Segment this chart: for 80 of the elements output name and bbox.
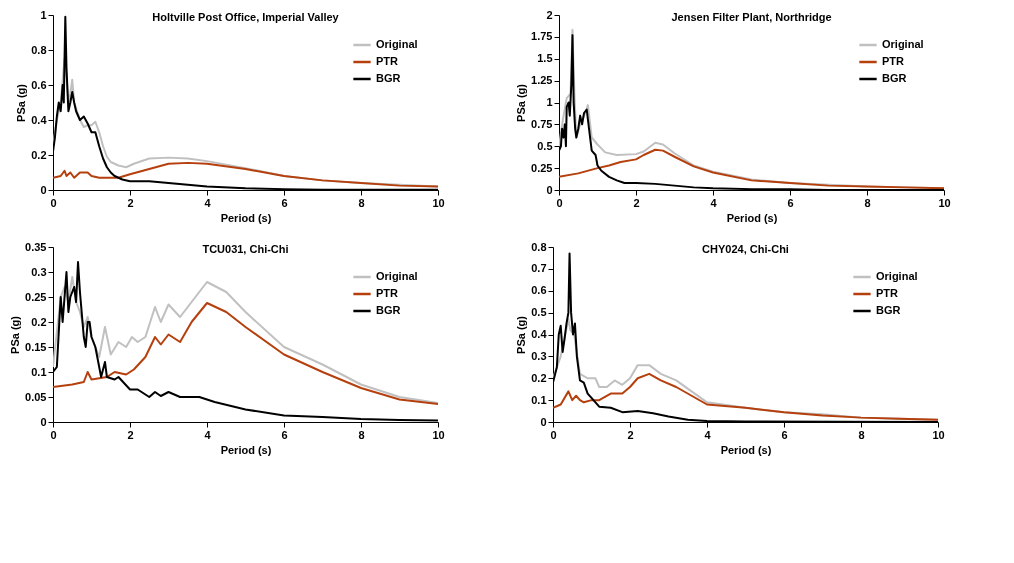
y-tick-label: 0.1	[531, 393, 547, 406]
x-tick-label: 4	[204, 428, 212, 441]
legend-label: PTR	[376, 55, 399, 67]
y-tick-label: 0	[546, 183, 553, 196]
y-tick-label: 0.25	[25, 290, 47, 303]
x-tick-label: 10	[938, 196, 951, 209]
x-tick-label: 8	[864, 196, 871, 209]
y-tick-label: 1.25	[531, 74, 553, 87]
y-tick-label: 1	[546, 96, 553, 108]
x-tick-label: 6	[281, 428, 288, 441]
x-tick-label: 2	[127, 428, 134, 441]
y-tick-label: 0.25	[531, 161, 553, 174]
x-tick-label: 6	[781, 428, 788, 441]
legend-label: PTR	[376, 287, 399, 299]
x-tick-label: 4	[710, 196, 718, 209]
y-axis-title: PSa (g)	[515, 83, 528, 122]
y-tick-label: 0	[40, 415, 47, 428]
y-tick-label: 0.15	[25, 340, 47, 353]
x-tick-label: 10	[432, 428, 445, 441]
x-tick-label: 4	[204, 196, 212, 209]
y-axis-title: PSa (g)	[15, 83, 28, 122]
y-tick-label: 0.3	[531, 349, 547, 362]
x-tick-label: 8	[858, 428, 865, 441]
x-tick-label: 6	[787, 196, 794, 209]
chart-title: CHY024, Chi-Chi	[702, 243, 789, 255]
y-tick-label: 0.1	[31, 365, 47, 378]
x-tick-label: 2	[627, 428, 634, 441]
y-tick-label: 0.2	[31, 148, 47, 161]
y-tick-label: 1.75	[531, 30, 553, 43]
y-tick-label: 0	[540, 415, 547, 428]
legend-label: Original	[376, 270, 418, 282]
y-tick-label: 0.8	[31, 43, 47, 56]
y-tick-label: 0.2	[31, 315, 47, 328]
y-tick-label: 0.05	[25, 390, 47, 403]
y-tick-label: 0.7	[531, 262, 547, 275]
legend-label: BGR	[876, 304, 901, 316]
x-tick-label: 10	[432, 196, 445, 209]
y-tick-label: 0.8	[531, 240, 547, 253]
legend-label: BGR	[882, 72, 907, 84]
legend-label: Original	[882, 38, 924, 50]
x-tick-label: 10	[932, 428, 945, 441]
y-tick-label: 0.5	[537, 139, 553, 152]
legend-label: BGR	[376, 304, 401, 316]
legend-label: Original	[376, 38, 418, 50]
y-tick-label: 0.5	[531, 306, 547, 319]
x-tick-label: 2	[633, 196, 640, 209]
x-tick-label: 8	[358, 196, 365, 209]
chart-title: Jensen Filter Plant, Northridge	[671, 11, 832, 23]
x-tick-label: 2	[127, 196, 134, 209]
y-tick-label: 0.3	[31, 265, 47, 278]
x-tick-label: 8	[358, 428, 365, 441]
y-tick-label: 0.2	[531, 371, 547, 384]
y-tick-label: 1	[40, 8, 47, 21]
chart-title: TCU031, Chi-Chi	[202, 243, 289, 255]
y-tick-label: 0.4	[531, 328, 548, 340]
x-tick-label: 0	[556, 196, 563, 209]
y-tick-label: 2	[546, 8, 553, 21]
x-axis-title: Period (s)	[726, 211, 778, 224]
legend-label: BGR	[376, 72, 401, 84]
x-axis-title: Period (s)	[220, 211, 272, 224]
line-series	[53, 302, 438, 405]
legend-label: Original	[876, 270, 918, 282]
y-tick-label: 0.35	[25, 240, 47, 253]
x-axis-title: Period (s)	[220, 443, 272, 456]
chart-title: Holtville Post Office, Imperial Valley	[152, 11, 340, 23]
y-tick-label: 0	[40, 183, 47, 196]
x-tick-label: 0	[50, 196, 57, 209]
y-axis-title: PSa (g)	[515, 315, 528, 354]
y-tick-label: 0.75	[531, 117, 553, 130]
y-tick-label: 1.5	[537, 52, 553, 65]
x-tick-label: 0	[50, 428, 57, 441]
y-tick-label: 0.6	[531, 284, 547, 297]
legend-label: PTR	[882, 55, 905, 67]
y-tick-label: 0.4	[31, 113, 48, 126]
x-axis-title: Period (s)	[720, 443, 772, 456]
x-tick-label: 4	[704, 428, 712, 441]
legend-label: PTR	[876, 287, 899, 299]
y-tick-label: 0.6	[31, 78, 47, 91]
y-axis-title: PSa (g)	[9, 315, 22, 354]
x-tick-label: 6	[281, 196, 288, 209]
